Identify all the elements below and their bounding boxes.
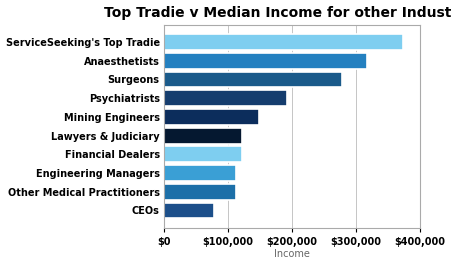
Bar bbox=[164, 165, 235, 181]
Bar bbox=[164, 53, 368, 69]
Bar bbox=[164, 184, 235, 200]
Bar bbox=[164, 128, 242, 144]
Bar bbox=[164, 90, 287, 106]
Bar bbox=[164, 109, 258, 125]
Bar bbox=[164, 72, 342, 87]
Title: Top Tradie v Median Income for other Industries: Top Tradie v Median Income for other Ind… bbox=[104, 6, 451, 20]
Bar bbox=[164, 34, 403, 50]
X-axis label: Income: Income bbox=[274, 249, 310, 259]
Bar bbox=[164, 202, 214, 218]
Bar bbox=[164, 146, 242, 162]
